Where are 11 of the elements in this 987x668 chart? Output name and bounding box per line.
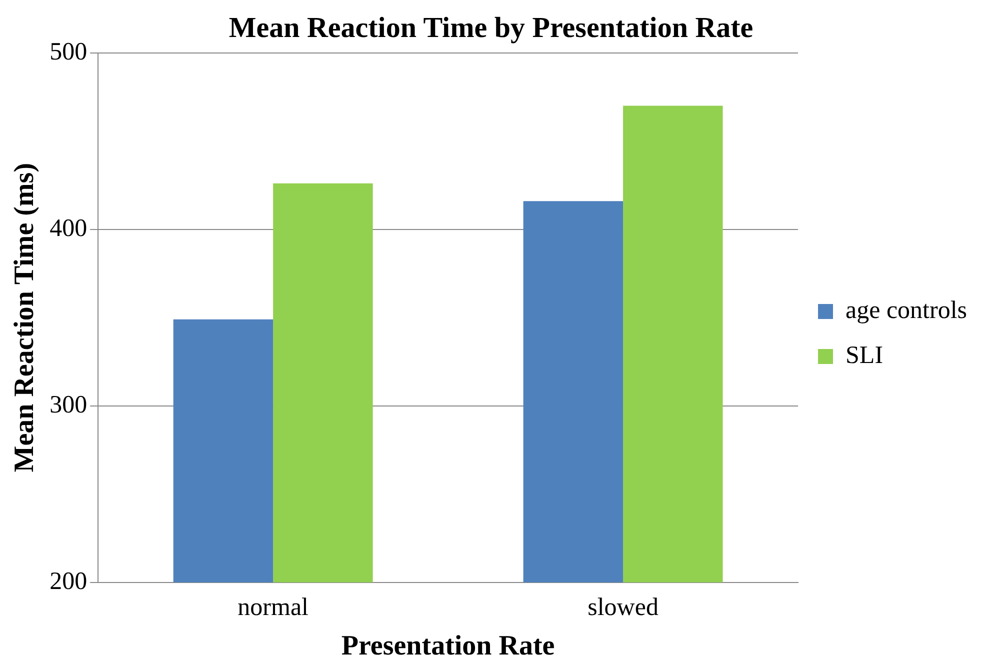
y-tick-label: 400 xyxy=(50,214,88,242)
y-axis-title: Mean Reaction Time (ms) xyxy=(9,162,40,472)
y-tick-label: 300 xyxy=(50,391,88,418)
y-tick-label: 200 xyxy=(50,568,88,595)
x-tick-label: normal xyxy=(238,594,309,621)
legend-label: age controls xyxy=(846,297,967,324)
x-tick-label: slowed xyxy=(588,594,659,621)
x-axis-title: Presentation Rate xyxy=(341,630,555,662)
y-tick-label: 500 xyxy=(50,38,88,66)
chart-title: Mean Reaction Time by Presentation Rate xyxy=(228,12,754,44)
legend-label: SLI xyxy=(846,342,884,370)
